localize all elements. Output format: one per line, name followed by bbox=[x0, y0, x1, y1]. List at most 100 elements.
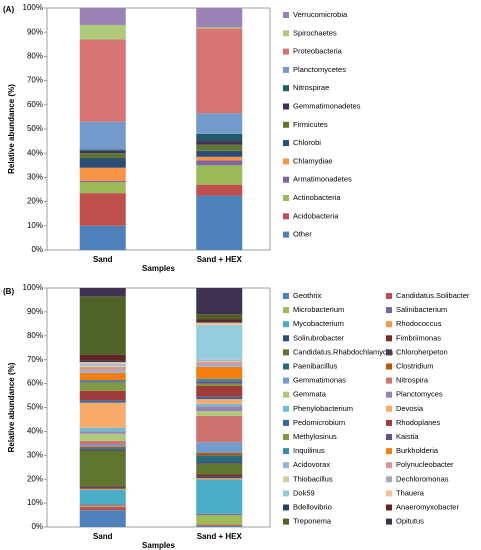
legend-label: Dechloromonas bbox=[396, 474, 449, 483]
bar-segment bbox=[79, 181, 126, 183]
bar-segment bbox=[79, 510, 126, 527]
bar-segment bbox=[196, 381, 243, 384]
legend-label: Thauera bbox=[396, 488, 425, 497]
legend-label: Armatimonadetes bbox=[293, 175, 352, 184]
x-tick-label: Sand bbox=[93, 255, 113, 264]
bar-segment bbox=[79, 488, 126, 490]
bar-segment bbox=[196, 144, 243, 151]
legend-swatch bbox=[283, 462, 289, 469]
bar-segment bbox=[79, 167, 126, 182]
bar-segment bbox=[79, 427, 126, 432]
legend-swatch bbox=[283, 518, 289, 525]
legend-swatch bbox=[283, 321, 289, 328]
legend-label: Actinobacteria bbox=[293, 193, 341, 202]
bar-segment bbox=[79, 150, 126, 154]
legend-label: Other bbox=[293, 230, 312, 239]
legend-swatch bbox=[386, 293, 392, 299]
legend-label: Burkholderia bbox=[396, 446, 439, 455]
legend-swatch bbox=[386, 490, 392, 497]
legend-swatch bbox=[386, 391, 392, 398]
legend-label: Anaeromyxobacter bbox=[396, 502, 459, 511]
y-tick-label: 10% bbox=[27, 498, 43, 507]
panel-label: (A) bbox=[3, 5, 14, 14]
bar-segment bbox=[79, 382, 126, 391]
bar-segment bbox=[196, 396, 243, 400]
legend-label: Inquilinus bbox=[293, 446, 325, 455]
bar-segment bbox=[196, 455, 243, 463]
bar-segment bbox=[196, 463, 243, 475]
legend-label: Bdellovibrio bbox=[293, 502, 332, 511]
legend-swatch bbox=[283, 103, 289, 110]
bar-segment bbox=[79, 364, 126, 366]
legend-swatch bbox=[386, 419, 392, 426]
y-tick-label: 50% bbox=[27, 403, 43, 412]
legend-label: Chloroherpeton bbox=[396, 347, 448, 356]
bar-segment bbox=[196, 442, 243, 453]
legend-swatch bbox=[283, 48, 289, 55]
y-tick-label: 40% bbox=[27, 427, 43, 436]
legend-swatch bbox=[283, 377, 289, 384]
bar-segment bbox=[196, 133, 243, 142]
bar-segment bbox=[196, 415, 243, 443]
bar-segment bbox=[79, 149, 126, 151]
bar-segment bbox=[196, 399, 243, 404]
bar-segment bbox=[79, 450, 126, 487]
bar-segment bbox=[196, 364, 243, 367]
y-tick-label: 0% bbox=[31, 245, 43, 254]
bar-segment bbox=[196, 141, 243, 145]
legend-swatch bbox=[283, 85, 289, 92]
y-tick-label: 70% bbox=[27, 355, 43, 364]
bar-segment bbox=[196, 366, 243, 379]
legend-label: Fimbriimonas bbox=[396, 333, 441, 342]
bar-segment bbox=[79, 360, 126, 363]
bar-segment bbox=[196, 476, 243, 479]
bar-segment bbox=[196, 28, 243, 114]
legend-label: Treponema bbox=[293, 517, 332, 526]
bar-segment bbox=[79, 158, 126, 168]
bar-segment bbox=[196, 321, 243, 323]
x-tick-label: Sand bbox=[93, 532, 113, 541]
legend-swatch bbox=[283, 335, 289, 342]
y-tick-label: 80% bbox=[27, 52, 43, 61]
bar-segment bbox=[79, 489, 126, 505]
legend-label: Chlorobi bbox=[293, 138, 321, 147]
y-tick-label: 20% bbox=[27, 474, 43, 483]
legend-swatch bbox=[386, 462, 392, 469]
bar-segment bbox=[79, 193, 126, 226]
bar-segment bbox=[196, 462, 243, 464]
legend-label: Rhodococcus bbox=[396, 319, 442, 328]
legend-swatch bbox=[283, 176, 289, 183]
bar-segment bbox=[79, 487, 126, 489]
legend-label: Geothrix bbox=[293, 291, 322, 300]
bar-segment bbox=[196, 184, 243, 196]
legend-swatch bbox=[283, 448, 289, 455]
bar-segment bbox=[196, 403, 243, 407]
legend-label: Chlamydiae bbox=[293, 156, 333, 165]
y-tick-label: 90% bbox=[27, 307, 43, 316]
y-tick-label: 30% bbox=[27, 173, 43, 182]
legend-swatch bbox=[283, 434, 289, 440]
legend-label: Clostridium bbox=[396, 361, 434, 370]
bar-segment bbox=[196, 314, 243, 320]
legend-label: Candidatus.Rhabdochlamydia bbox=[293, 347, 394, 356]
bar-segment bbox=[196, 359, 243, 361]
legend-label: Candidatus.Solibacter bbox=[396, 291, 470, 300]
bar-segment bbox=[196, 165, 243, 185]
legend-label: Thiobacillus bbox=[293, 474, 333, 483]
bar-segment bbox=[196, 378, 243, 382]
bar-segment bbox=[79, 431, 126, 434]
legend-swatch bbox=[386, 321, 392, 328]
legend-label: Acidobacteria bbox=[293, 211, 339, 220]
bar-segment bbox=[79, 390, 126, 401]
bar-segment bbox=[79, 288, 126, 297]
bar-segment bbox=[196, 156, 243, 161]
bar-segment bbox=[79, 381, 126, 383]
bar-segment bbox=[196, 525, 243, 527]
bar-segment bbox=[196, 160, 243, 166]
legend-swatch bbox=[283, 349, 289, 356]
bar-segment bbox=[196, 524, 243, 526]
legend-swatch bbox=[386, 504, 392, 511]
bar-segment bbox=[79, 440, 126, 445]
legend-swatch bbox=[283, 66, 289, 73]
